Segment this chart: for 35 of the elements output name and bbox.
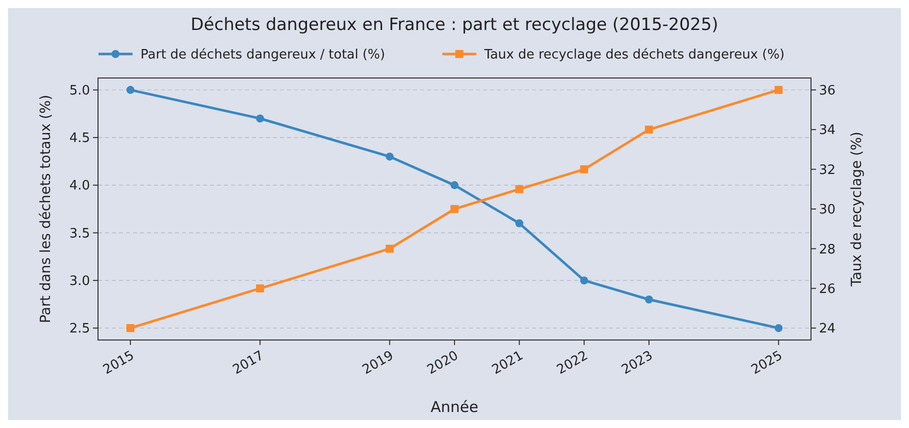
point <box>644 296 653 304</box>
y2-tick-label: 26 <box>819 282 836 297</box>
point <box>450 205 458 213</box>
point <box>126 324 134 332</box>
point <box>256 114 264 122</box>
y-tick-label: 3.5 <box>69 226 90 242</box>
point <box>644 126 653 134</box>
y-tick-label: 3.0 <box>69 274 90 290</box>
point <box>256 284 264 292</box>
y2-tick-label: 34 <box>819 123 836 138</box>
y2-tick-label: 28 <box>819 242 836 258</box>
y2-tick-label: 30 <box>819 202 836 218</box>
legend-label: Part de déchets dangereux / total (%) <box>140 48 386 63</box>
y2-tick-label: 32 <box>819 162 836 178</box>
y-tick-label: 5.0 <box>69 83 90 98</box>
y2-tick-label: 36 <box>819 83 836 98</box>
point <box>774 324 783 332</box>
y-tick-label: 2.5 <box>69 322 90 337</box>
point <box>774 86 783 94</box>
point <box>386 152 394 161</box>
y2-tick-label: 24 <box>819 322 836 337</box>
point <box>386 244 394 253</box>
legend-label: Taux de recyclage des déchets dangereux (%) <box>483 48 785 63</box>
point <box>580 276 588 284</box>
point <box>515 185 524 194</box>
y-tick-label: 4.5 <box>69 131 90 146</box>
y-axis-title: Part dans les déchets totaux (%) <box>38 94 54 324</box>
point <box>515 219 524 228</box>
point <box>580 165 588 174</box>
chart-title: Déchets dangereux en France : part et recyclage (2015-2025) <box>190 15 718 35</box>
y2-axis-title: Taux de recyclage (%) <box>849 132 865 288</box>
x-axis-title: Année <box>430 398 478 416</box>
point <box>450 181 458 190</box>
y-tick-label: 4.0 <box>69 178 90 194</box>
point <box>126 86 134 94</box>
